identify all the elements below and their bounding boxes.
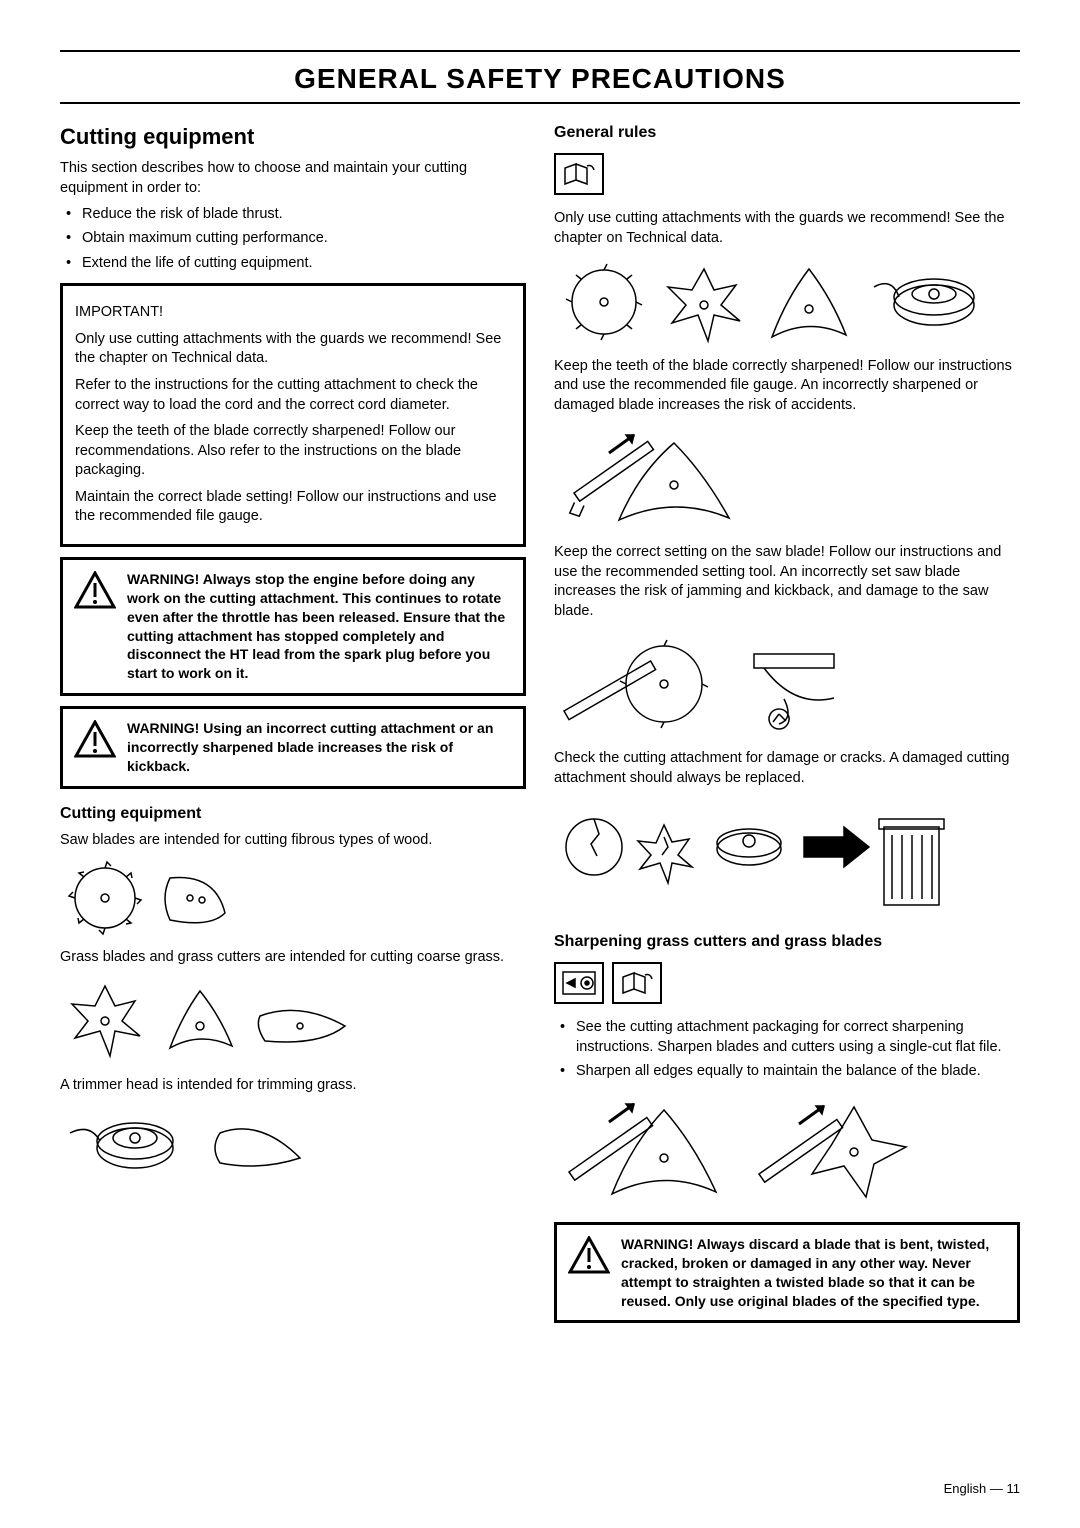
- warning-box-3: WARNING! Always discard a blade that is …: [554, 1222, 1020, 1324]
- rule-under-title: [60, 102, 1020, 104]
- attachments-row-illustration: [554, 257, 1020, 347]
- trimmer-head-paragraph: A trimmer head is intended for trimming …: [60, 1076, 526, 1096]
- discard-illustration: [554, 797, 1020, 917]
- intro-paragraph: This section describes how to choose and…: [60, 159, 526, 198]
- subheading-cutting-equipment: Cutting equipment: [60, 803, 526, 825]
- bullet-item: Sharpen all edges equally to maintain th…: [554, 1062, 1020, 1082]
- subheading-general-rules: General rules: [554, 122, 1020, 144]
- heading-cutting-equipment: Cutting equipment: [60, 122, 526, 152]
- manual-icon-row: [554, 149, 1020, 203]
- warning-triangle-icon: [73, 719, 117, 759]
- important-p1: Only use cutting attachments with the gu…: [75, 330, 511, 369]
- check-damage-paragraph: Check the cutting attachment for damage …: [554, 749, 1020, 788]
- warning-text-3: WARNING! Always discard a blade that is …: [621, 1235, 1005, 1311]
- bullet-item: Obtain maximum cutting performance.: [60, 229, 526, 249]
- warning-text-1: WARNING! Always stop the engine before d…: [127, 570, 511, 683]
- warning-triangle-icon: [73, 570, 117, 610]
- read-manual-icon: [554, 153, 604, 195]
- arrow-target-icon: [554, 962, 604, 1004]
- warning-triangle-icon: [567, 1235, 611, 1275]
- guards-paragraph: Only use cutting attachments with the gu…: [554, 209, 1020, 248]
- grass-blade-illustration: [60, 976, 526, 1066]
- important-p3: Keep the teeth of the blade correctly sh…: [75, 422, 511, 481]
- saw-blade-illustration: [60, 858, 526, 938]
- bullet-item: Extend the life of cutting equipment.: [60, 254, 526, 274]
- saw-blades-paragraph: Saw blades are intended for cutting fibr…: [60, 831, 526, 851]
- important-heading: IMPORTANT!: [75, 303, 511, 323]
- two-column-layout: Cutting equipment This section describes…: [60, 122, 1020, 1334]
- warning-box-2: WARNING! Using an incorrect cutting atta…: [60, 706, 526, 789]
- sharpening-paragraph: Keep the teeth of the blade correctly sh…: [554, 357, 1020, 416]
- important-p4: Maintain the correct blade setting! Foll…: [75, 488, 511, 527]
- page-footer: English — 11: [944, 1480, 1020, 1498]
- left-column: Cutting equipment This section describes…: [60, 122, 526, 1334]
- important-p2: Refer to the instructions for the cuttin…: [75, 376, 511, 415]
- intro-bullets: Reduce the risk of blade thrust. Obtain …: [60, 205, 526, 274]
- important-box: IMPORTANT! Only use cutting attachments …: [60, 283, 526, 547]
- setting-tool-illustration: [554, 629, 1020, 739]
- subheading-sharpening-blades: Sharpening grass cutters and grass blade…: [554, 931, 1020, 953]
- sharpen-icons-row: [554, 958, 1020, 1012]
- setting-paragraph: Keep the correct setting on the saw blad…: [554, 543, 1020, 621]
- rule-top: [60, 50, 1020, 52]
- sharpen-bullets: See the cutting attachment packaging for…: [554, 1018, 1020, 1082]
- right-column: General rules Only use cutting attachmen…: [554, 122, 1020, 1334]
- page-title: GENERAL SAFETY PRECAUTIONS: [60, 58, 1020, 102]
- warning-text-2: WARNING! Using an incorrect cutting atta…: [127, 719, 511, 776]
- file-blade-illustration: [554, 423, 1020, 533]
- trimmer-head-illustration: [60, 1103, 526, 1183]
- bullet-item: Reduce the risk of blade thrust.: [60, 205, 526, 225]
- warning-box-1: WARNING! Always stop the engine before d…: [60, 557, 526, 696]
- read-manual-icon: [612, 962, 662, 1004]
- sharpen-two-blades-illustration: [554, 1092, 1020, 1212]
- grass-blades-paragraph: Grass blades and grass cutters are inten…: [60, 948, 526, 968]
- bullet-item: See the cutting attachment packaging for…: [554, 1018, 1020, 1057]
